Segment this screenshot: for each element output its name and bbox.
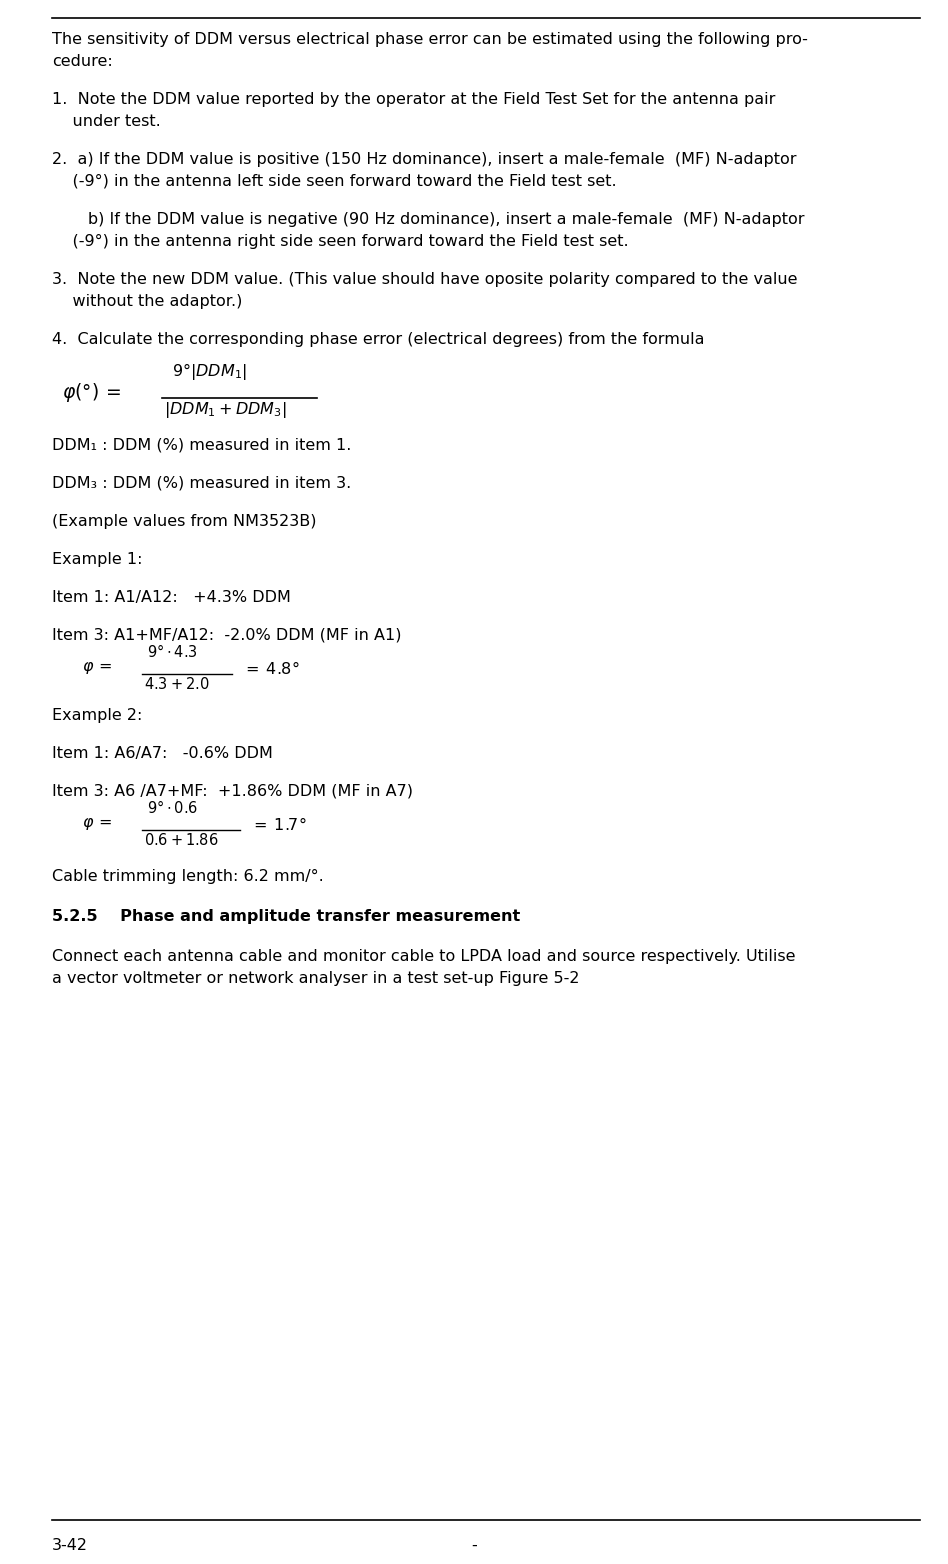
Text: $\varphi\,=$: $\varphi\,=$ (82, 816, 112, 832)
Text: b) If the DDM value is negative (90 Hz dominance), insert a male-female  (MF) N-: b) If the DDM value is negative (90 Hz d… (52, 213, 805, 227)
Text: $\varphi(°)\,=$: $\varphi(°)\,=$ (62, 380, 120, 404)
Text: The sensitivity of DDM versus electrical phase error can be estimated using the : The sensitivity of DDM versus electrical… (52, 31, 808, 47)
Text: $|DDM_1 + DDM_3|$: $|DDM_1 + DDM_3|$ (164, 400, 286, 421)
Text: Item 1: A6/A7:   -0.6% DDM: Item 1: A6/A7: -0.6% DDM (52, 746, 273, 762)
Text: $0.6 + 1.86$: $0.6 + 1.86$ (144, 832, 218, 848)
Text: DDM₁ : DDM (%) measured in item 1.: DDM₁ : DDM (%) measured in item 1. (52, 438, 352, 454)
Text: Item 3: A1+MF/A12:  -2.0% DDM (MF in A1): Item 3: A1+MF/A12: -2.0% DDM (MF in A1) (52, 629, 402, 643)
Text: 2.  a) If the DDM value is positive (150 Hz dominance), insert a male-female  (M: 2. a) If the DDM value is positive (150 … (52, 152, 796, 167)
Text: $9°|DDM_1|$: $9°|DDM_1|$ (172, 361, 247, 382)
Text: under test.: under test. (52, 114, 161, 128)
Text: $=\;1.7°$: $=\;1.7°$ (250, 815, 306, 832)
Text: $9°\cdot 0.6$: $9°\cdot 0.6$ (147, 799, 198, 816)
Text: -: - (471, 1537, 477, 1553)
Text: Item 1: A1/A12:   +4.3% DDM: Item 1: A1/A12: +4.3% DDM (52, 590, 291, 605)
Text: a vector voltmeter or network analyser in a test set-up Figure 5-2: a vector voltmeter or network analyser i… (52, 971, 579, 985)
Text: cedure:: cedure: (52, 55, 113, 69)
Text: 5.2.5    Phase and amplitude transfer measurement: 5.2.5 Phase and amplitude transfer measu… (52, 909, 520, 924)
Text: 3.  Note the new DDM value. (This value should have oposite polarity compared to: 3. Note the new DDM value. (This value s… (52, 272, 797, 288)
Text: $9°\cdot 4.3$: $9°\cdot 4.3$ (147, 643, 198, 660)
Text: Connect each antenna cable and monitor cable to LPDA load and source respectivel: Connect each antenna cable and monitor c… (52, 949, 795, 963)
Text: $\varphi\,=$: $\varphi\,=$ (82, 660, 112, 676)
Text: Example 2:: Example 2: (52, 708, 142, 723)
Text: 4.  Calculate the corresponding phase error (electrical degrees) from the formul: 4. Calculate the corresponding phase err… (52, 332, 704, 347)
Text: 3-42: 3-42 (52, 1537, 88, 1553)
Text: Cable trimming length: 6.2 mm/°.: Cable trimming length: 6.2 mm/°. (52, 870, 324, 884)
Text: 1.  Note the DDM value reported by the operator at the Field Test Set for the an: 1. Note the DDM value reported by the op… (52, 92, 775, 106)
Text: Example 1:: Example 1: (52, 552, 142, 568)
Text: $=\;4.8°$: $=\;4.8°$ (242, 660, 300, 677)
Text: DDM₃ : DDM (%) measured in item 3.: DDM₃ : DDM (%) measured in item 3. (52, 475, 352, 491)
Text: (-9°) in the antenna right side seen forward toward the Field test set.: (-9°) in the antenna right side seen for… (52, 235, 629, 249)
Text: without the adaptor.): without the adaptor.) (52, 294, 243, 310)
Text: (Example values from NM3523B): (Example values from NM3523B) (52, 515, 317, 529)
Text: (-9°) in the antenna left side seen forward toward the Field test set.: (-9°) in the antenna left side seen forw… (52, 174, 616, 189)
Text: $4.3 + 2.0$: $4.3 + 2.0$ (144, 676, 210, 691)
Text: Item 3: A6 /A7+MF:  +1.86% DDM (MF in A7): Item 3: A6 /A7+MF: +1.86% DDM (MF in A7) (52, 784, 413, 799)
